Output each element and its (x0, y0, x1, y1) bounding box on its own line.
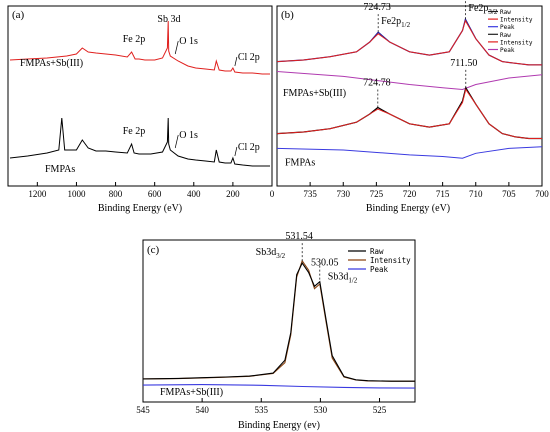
panel-c-fit (142, 259, 415, 382)
panel-a-annotation: Cl 2p (238, 142, 260, 153)
panel-c-raw (142, 262, 415, 382)
panel-a-annotation-arrow (234, 146, 238, 157)
panel-b-label: (b) (281, 9, 294, 21)
panel-c-x-tick-label: 525 (373, 405, 387, 415)
panel-b-x-tick-label: 700 (535, 189, 549, 199)
panel-c-x-tick-label: 530 (314, 405, 328, 415)
panel-a-x-tick-label: 200 (226, 189, 240, 199)
panel-a-annotation: Fe 2p (123, 34, 145, 45)
panel-b-legend-label: Intensity (500, 39, 533, 46)
panel-a: (a) 1200 1000 800 600 400 200 0 Sb 3d O 1s Fe 2p… (7, 5, 275, 214)
panel-c-label: (c) (147, 244, 160, 256)
panel-a-annotation: Fe 2p (123, 126, 145, 137)
panel-b-curve-label: FMPAs (285, 157, 315, 168)
panel-b-x-tick-label: 730 (337, 189, 351, 199)
panel-a-label: (a) (12, 9, 25, 21)
panel-c-peak-value: 530.05 (311, 258, 339, 269)
panel-c: (c) 545 540 535 530 525 531.54 Sb3d3/2 530.05 S… (136, 231, 416, 431)
panel-a-x-tick-label: 1000 (67, 189, 86, 199)
panel-b-x-tick-label: 715 (436, 189, 450, 199)
panel-b-legend-label: Peak (500, 24, 515, 31)
panel-c-legend-label: Intensity (370, 256, 411, 265)
panel-a-x-tick-label: 600 (148, 189, 162, 199)
panel-b-fmpas-sb-fit (276, 19, 542, 66)
panel-a-x-tick-label: 1200 (28, 189, 47, 199)
panel-c-x-tick-label: 545 (136, 405, 150, 415)
panel-a-annotation: Cl 2p (238, 52, 260, 63)
panel-a-annotation-arrow (234, 56, 238, 67)
panel-c-x-tick-label: 535 (255, 405, 269, 415)
panel-a-x-tick-label: 400 (187, 189, 201, 199)
panel-a-curve-label: FMPAs+Sb(III) (20, 58, 83, 69)
panel-b-x-tick-label: 735 (303, 189, 317, 199)
panel-b-peak-label: Fe2p3/2 (468, 3, 497, 16)
panel-b-peak-value: 724.78 (363, 77, 391, 88)
panel-b-peak-value: 711.50 (450, 58, 477, 69)
panel-c-peak-value: 531.54 (285, 231, 313, 242)
panel-a-series-fmpas (9, 117, 270, 167)
panel-a-annotation: O 1s (179, 130, 198, 141)
panel-c-curve-label: FMPAs+Sb(III) (160, 387, 223, 398)
panel-b-legend-label: Peak (500, 47, 515, 54)
panel-a-x-tick-label: 0 (270, 189, 275, 199)
panel-c-legend-label: Raw (370, 247, 384, 256)
panel-a-annotation: Sb 3d (157, 14, 180, 25)
panel-b: (b) 735 730 725 720 715 710 705 700 724.73 Fe2p1… (276, 0, 549, 214)
panel-b-xlabel: Binding Energy (eV) (366, 203, 450, 214)
panel-b-legend-label: Intensity (500, 17, 533, 24)
panel-c-peak-label: Sb3d3/2 (256, 247, 286, 260)
panel-b-curve-label: FMPAs+Sb(III) (283, 88, 346, 99)
panel-c-peak (142, 384, 416, 389)
panel-b-x-tick-label: 720 (403, 189, 417, 199)
panel-a-curve-label: FMPAs (45, 164, 75, 175)
panel-c-x-tick-label: 540 (195, 405, 209, 415)
panel-b-x-tick-label: 725 (370, 189, 384, 199)
panel-b-fmpas-sb-peak (276, 71, 543, 91)
panel-c-xlabel: Binding Energy (ev) (238, 420, 320, 431)
panel-c-frame (142, 239, 416, 403)
panel-a-annotation-arrow (174, 40, 179, 55)
panel-b-x-tick-label: 705 (502, 189, 516, 199)
panel-a-xlabel: Binding Energy (eV) (98, 203, 182, 214)
panel-b-peak-label: Fe2p1/2 (381, 16, 410, 29)
panel-a-series-fmpas-sb (9, 20, 270, 75)
panel-a-frame (7, 5, 273, 187)
panel-a-x-tick-label: 800 (109, 189, 123, 199)
panel-b-legend-label: Raw (500, 9, 511, 16)
panel-b-legend-label: Raw (500, 32, 511, 39)
panel-b-x-tick-label: 710 (469, 189, 483, 199)
panel-b-peak-value: 724.73 (363, 2, 391, 13)
panel-a-annotation-arrow (174, 134, 179, 149)
panel-a-annotation: O 1s (179, 36, 198, 47)
panel-c-legend-label: Peak (370, 265, 389, 274)
panel-c-peak-label: Sb3d1/2 (328, 272, 358, 285)
panel-b-fmpas-peak (276, 146, 543, 159)
panel-b-fmpas-fit (276, 88, 542, 139)
